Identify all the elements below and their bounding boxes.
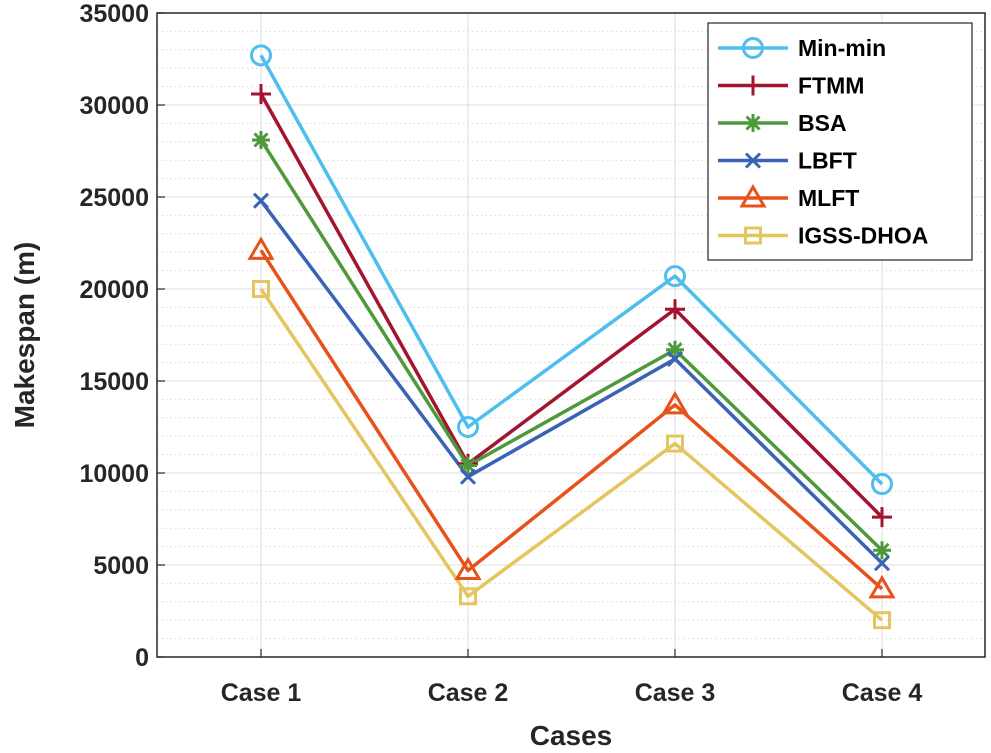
data-point-mlft [868,574,896,599]
y-tick-label: 35000 [79,0,149,28]
legend-entry: Min-min [718,35,886,61]
series-lines [259,54,884,622]
x-tick-label: Case 2 [428,679,509,707]
series-line-min-min [259,54,884,486]
legend-entry: IGSS-DHOA [718,223,928,249]
data-point-igss-dhoa [252,280,270,298]
data-point-bsa [873,541,891,560]
series-line-ftmm [259,93,884,519]
legend-marker [743,75,763,96]
y-axis-title: Makespan (m) [9,242,40,429]
x-tick-label: Case 1 [221,679,302,707]
y-tick-label: 0 [135,644,149,672]
legend-entry: MLFT [718,184,859,211]
series-line-bsa [259,139,884,552]
data-point-bsa [666,340,684,359]
data-point-min-min [250,44,272,67]
y-tick-label: 25000 [79,184,149,212]
data-point-mlft [661,390,689,415]
data-point-min-min [871,473,893,496]
legend-marker [744,114,762,132]
data-point-lbft [873,555,891,572]
plot-frame [156,12,986,658]
legend-label: IGSS-DHOA [798,223,928,249]
x-axis-ticks: Case 1 Case 2 Case 3 Case 4 [221,649,923,707]
data-point-igss-dhoa [459,587,477,606]
data-point-mlft [454,556,482,581]
legend-label: BSA [798,110,847,136]
legend-entry: LBFT [718,148,857,174]
data-point-lbft [459,468,477,485]
legend-label: FTMM [798,73,864,99]
y-tick-label: 20000 [79,276,149,304]
legend: Min-min FTMM BSA LBFT MLFT IGSS-DHOA [707,22,973,261]
legend-marker [739,184,767,208]
data-point-igss-dhoa [873,611,891,630]
series-markers [247,44,896,630]
y-tick-label: 10000 [79,460,149,488]
data-point-mlft [247,236,275,260]
y-tick-label: 15000 [79,368,149,396]
y-tick-label: 5000 [93,552,149,580]
data-point-igss-dhoa [666,434,684,453]
data-point-ftmm [665,299,685,320]
legend-entry: FTMM [718,73,864,99]
data-point-min-min [457,416,479,438]
data-point-lbft [666,350,684,367]
legend-label: MLFT [798,185,859,211]
series-line-lbft [259,199,884,565]
x-tick-label: Case 3 [635,679,716,707]
legend-label: LBFT [798,148,857,174]
y-axis-ticks: 0 5000 10000 15000 20000 25000 30000 35000 [79,0,165,672]
data-point-bsa [252,130,270,149]
data-point-ftmm [251,83,271,104]
legend-label: Min-min [798,35,886,61]
data-point-lbft [252,192,270,209]
data-point-ftmm [872,507,892,528]
x-tick-label: Case 4 [842,679,923,707]
legend-marker [742,37,764,59]
data-point-bsa [459,456,477,475]
legend-entry: BSA [718,110,847,136]
y-tick-label: 30000 [79,92,149,120]
series-line-igss-dhoa [259,288,884,622]
legend-marker [744,152,762,169]
data-point-min-min [664,265,686,288]
legend-box [707,22,973,261]
x-axis-title: Cases [530,720,613,751]
legend-marker [744,226,762,245]
series-line-mlft [259,249,884,591]
